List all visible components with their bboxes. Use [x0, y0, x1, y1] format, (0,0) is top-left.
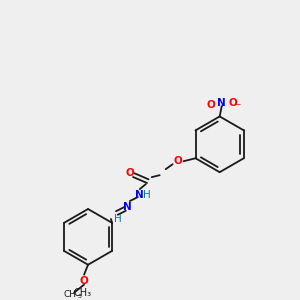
- Text: CH₃: CH₃: [73, 288, 91, 298]
- Text: O: O: [173, 156, 182, 166]
- Text: H: H: [114, 214, 122, 224]
- Text: O: O: [206, 100, 215, 110]
- Text: O: O: [228, 98, 237, 107]
- Text: +: +: [219, 103, 224, 108]
- Text: N: N: [217, 98, 226, 107]
- Text: 3: 3: [77, 294, 81, 299]
- Text: −: −: [234, 100, 241, 109]
- Text: H: H: [143, 190, 151, 200]
- Text: O: O: [125, 168, 134, 178]
- Text: CH: CH: [64, 290, 76, 299]
- Text: N: N: [124, 202, 132, 212]
- Text: O: O: [80, 276, 88, 286]
- Text: N: N: [135, 190, 144, 200]
